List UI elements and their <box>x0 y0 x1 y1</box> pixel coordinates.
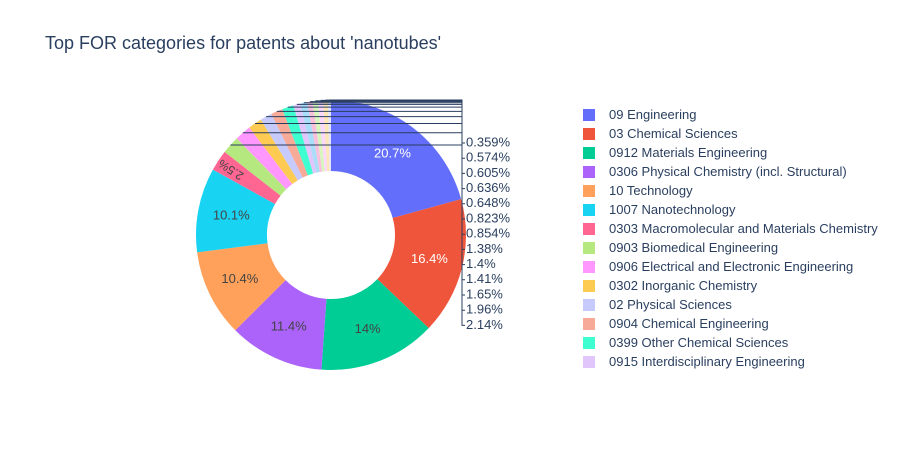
slice-label-outside: 0.636% <box>466 180 511 195</box>
legend-swatch <box>583 242 595 254</box>
slice-label: 10.1% <box>213 207 250 222</box>
legend-item[interactable]: 03 Chemical Sciences <box>583 124 878 143</box>
legend-item[interactable]: 0399 Other Chemical Sciences <box>583 333 878 352</box>
legend-label: 02 Physical Sciences <box>609 297 732 312</box>
legend-item[interactable]: 09 Engineering <box>583 105 878 124</box>
legend-label: 03 Chemical Sciences <box>609 126 738 141</box>
pie-slices <box>196 100 466 370</box>
legend-label: 0915 Interdisciplinary Engineering <box>609 354 805 369</box>
legend-label: 0912 Materials Engineering <box>609 145 767 160</box>
slice-label-outside: 0.823% <box>466 210 511 225</box>
legend-swatch <box>583 185 595 197</box>
slice-label: 20.7% <box>374 146 411 161</box>
slice-label-outside: 0.605% <box>466 165 511 180</box>
slice-label: 10.4% <box>221 271 258 286</box>
legend-label: 0904 Chemical Engineering <box>609 316 769 331</box>
legend-item[interactable]: 0904 Chemical Engineering <box>583 314 878 333</box>
slice-label: 16.4% <box>411 251 448 266</box>
slice-label: 14% <box>355 321 381 336</box>
legend-item[interactable]: 0302 Inorganic Chemistry <box>583 276 878 295</box>
legend-item[interactable]: 0303 Macromolecular and Materials Chemis… <box>583 219 878 238</box>
legend-swatch <box>583 223 595 235</box>
legend-label: 0306 Physical Chemistry (incl. Structura… <box>609 164 847 179</box>
legend: 09 Engineering 03 Chemical Sciences 0912 M… <box>583 105 878 371</box>
legend-swatch <box>583 337 595 349</box>
legend-swatch <box>583 166 595 178</box>
legend-swatch <box>583 280 595 292</box>
legend-swatch <box>583 128 595 140</box>
legend-swatch <box>583 261 595 273</box>
legend-swatch <box>583 109 595 121</box>
slice-label-outside: 2.14% <box>466 317 503 332</box>
legend-item[interactable]: 0915 Interdisciplinary Engineering <box>583 352 878 371</box>
legend-swatch <box>583 204 595 216</box>
legend-item[interactable]: 1007 Nanotechnology <box>583 200 878 219</box>
legend-item[interactable]: 0903 Biomedical Engineering <box>583 238 878 257</box>
slice-label-outside: 1.41% <box>466 271 503 286</box>
slice-label-outside: 1.65% <box>466 286 503 301</box>
legend-item[interactable]: 0906 Electrical and Electronic Engineeri… <box>583 257 878 276</box>
legend-label: 0903 Biomedical Engineering <box>609 240 778 255</box>
legend-item[interactable]: 10 Technology <box>583 181 878 200</box>
slice-label-outside: 0.359% <box>466 134 511 149</box>
legend-label: 10 Technology <box>609 183 693 198</box>
slice-label-outside: 0.574% <box>466 150 511 165</box>
legend-label: 0906 Electrical and Electronic Engineeri… <box>609 259 853 274</box>
legend-swatch <box>583 356 595 368</box>
legend-swatch <box>583 147 595 159</box>
slice-label-outside: 1.38% <box>466 241 503 256</box>
legend-item[interactable]: 0912 Materials Engineering <box>583 143 878 162</box>
legend-label: 0303 Macromolecular and Materials Chemis… <box>609 221 878 236</box>
slice-label-outside: 1.4% <box>466 256 496 271</box>
legend-label: 0399 Other Chemical Sciences <box>609 335 788 350</box>
slice-label-outside: 0.854% <box>466 226 511 241</box>
slice-label-outside: 0.648% <box>466 195 511 210</box>
slice-label: 11.4% <box>271 319 307 334</box>
legend-swatch <box>583 318 595 330</box>
legend-label: 09 Engineering <box>609 107 696 122</box>
legend-swatch <box>583 299 595 311</box>
slice-label-outside: 1.96% <box>466 302 503 317</box>
legend-item[interactable]: 02 Physical Sciences <box>583 295 878 314</box>
legend-label: 1007 Nanotechnology <box>609 202 736 217</box>
legend-label: 0302 Inorganic Chemistry <box>609 278 757 293</box>
legend-item[interactable]: 0306 Physical Chemistry (incl. Structura… <box>583 162 878 181</box>
